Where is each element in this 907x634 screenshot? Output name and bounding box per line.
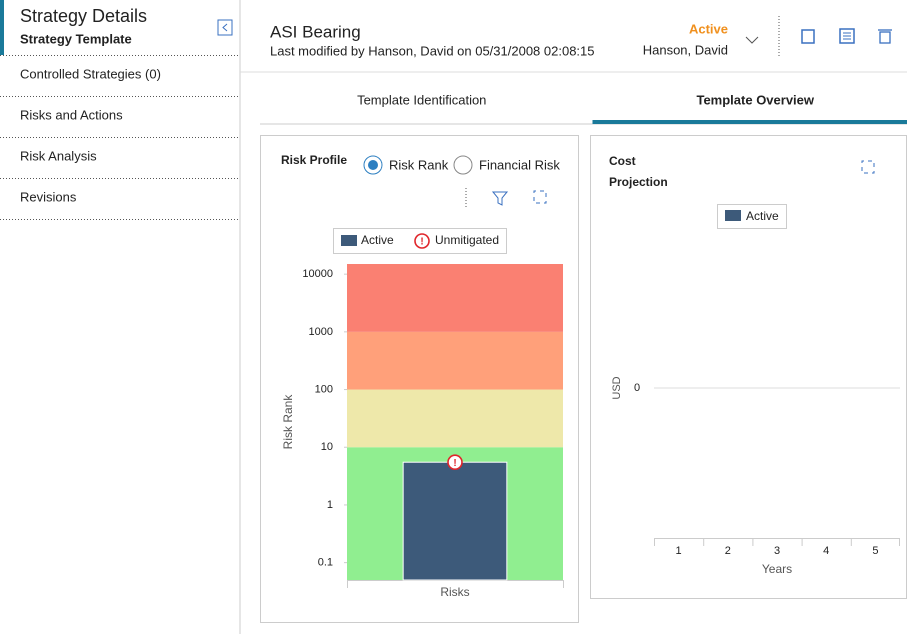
y-tick-label: 1 <box>327 499 333 511</box>
chart-title: Cost Projection <box>609 154 668 189</box>
x-tick-label: 4 <box>823 545 829 557</box>
delete-button[interactable] <box>878 29 892 44</box>
y-tick-label: 0 <box>634 382 640 394</box>
nav-item[interactable]: Revisions <box>20 189 77 204</box>
layout-button[interactable] <box>839 28 855 44</box>
radio-label: Financial Risk <box>479 157 560 172</box>
tab[interactable]: Template Overview <box>696 92 814 107</box>
y-tick-label: 0.1 <box>318 557 333 569</box>
x-tick-label: Risks <box>440 585 469 599</box>
sidebar-subtitle: Strategy Template <box>20 31 132 46</box>
risk-panel <box>260 135 579 623</box>
legend-swatch <box>725 210 741 221</box>
y-axis-label: Risk Rank <box>281 394 295 450</box>
nav-item[interactable]: Risk Analysis <box>20 148 97 163</box>
y-tick-label: 1000 <box>309 326 333 338</box>
chart-title-text: Cost Projection <box>609 154 668 189</box>
y-axis-label: USD <box>611 376 623 399</box>
expand-button[interactable] <box>861 160 875 174</box>
risk-band <box>347 264 563 332</box>
unmitigated-marker <box>447 454 463 471</box>
marker-glyph: ! <box>453 458 456 469</box>
y-tick-label: 10 <box>321 441 333 453</box>
legend-label: Unmitigated <box>435 233 499 247</box>
nav-item[interactable]: Controlled Strategies (0) <box>20 66 161 81</box>
collapse-button[interactable] <box>217 19 233 36</box>
filter-button[interactable] <box>491 191 509 206</box>
status: Active <box>689 21 728 36</box>
legend-marker <box>414 233 430 249</box>
radio[interactable] <box>453 155 473 175</box>
y-tick-label: 100 <box>315 383 333 395</box>
bar <box>402 461 508 581</box>
tab-indicator <box>592 120 907 124</box>
x-tick-label: 2 <box>725 545 731 557</box>
risk-band <box>347 389 563 448</box>
expand-button[interactable] <box>533 190 547 204</box>
radio-dot <box>368 160 378 170</box>
x-tick-label: 1 <box>676 545 682 557</box>
sidebar-title: Strategy Details <box>20 6 147 26</box>
legend-label: Active <box>361 233 394 247</box>
chart-title: Risk Profile <box>281 153 347 167</box>
x-tick-label: 3 <box>774 545 780 557</box>
owner: Hanson, David <box>643 42 728 57</box>
radio-label: Risk Rank <box>389 157 449 172</box>
legend-swatch <box>341 235 357 246</box>
marker-glyph: ! <box>420 237 423 248</box>
copy-button[interactable] <box>801 29 815 44</box>
active-accent <box>0 0 4 55</box>
last-modified: Last modified by Hanson, David on 05/31/… <box>270 43 595 58</box>
risk-band <box>347 331 563 390</box>
x-tick-label: 5 <box>872 545 878 557</box>
x-axis-label: Years <box>762 562 792 576</box>
record-title: ASI Bearing <box>270 22 361 41</box>
status-dropdown[interactable] <box>745 36 759 44</box>
y-tick-label: 10000 <box>302 268 333 280</box>
tab[interactable]: Template Identification <box>357 92 486 107</box>
legend-label: Active <box>746 209 779 223</box>
nav-item[interactable]: Risks and Actions <box>20 107 123 122</box>
